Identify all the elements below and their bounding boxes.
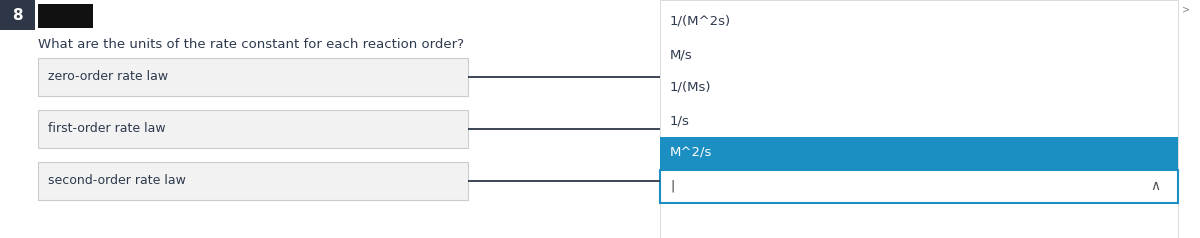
Bar	[38, 110, 468, 148]
Text: M/s: M/s	[670, 48, 692, 61]
Text: 1/(Ms): 1/(Ms)	[670, 81, 712, 94]
Text: 1/(M^2s): 1/(M^2s)	[670, 15, 731, 28]
Text: What are the units of the rate constant for each reaction order?: What are the units of the rate constant …	[38, 38, 464, 51]
Bar	[38, 162, 468, 200]
Bar	[660, 170, 1178, 203]
Text: 8: 8	[12, 8, 23, 23]
Text: 1/s: 1/s	[670, 114, 690, 127]
Bar	[660, 137, 1178, 170]
Bar	[0, 0, 35, 30]
Bar	[38, 58, 468, 96]
Text: >: >	[1182, 5, 1190, 15]
Bar	[660, 0, 1178, 238]
Text: |: |	[670, 180, 674, 193]
Bar	[38, 4, 94, 28]
Text: M^2/s: M^2/s	[670, 147, 713, 160]
Text: zero-order rate law: zero-order rate law	[48, 70, 168, 84]
Text: second-order rate law: second-order rate law	[48, 174, 186, 188]
Text: ∧: ∧	[1150, 179, 1160, 193]
Text: first-order rate law: first-order rate law	[48, 123, 166, 135]
